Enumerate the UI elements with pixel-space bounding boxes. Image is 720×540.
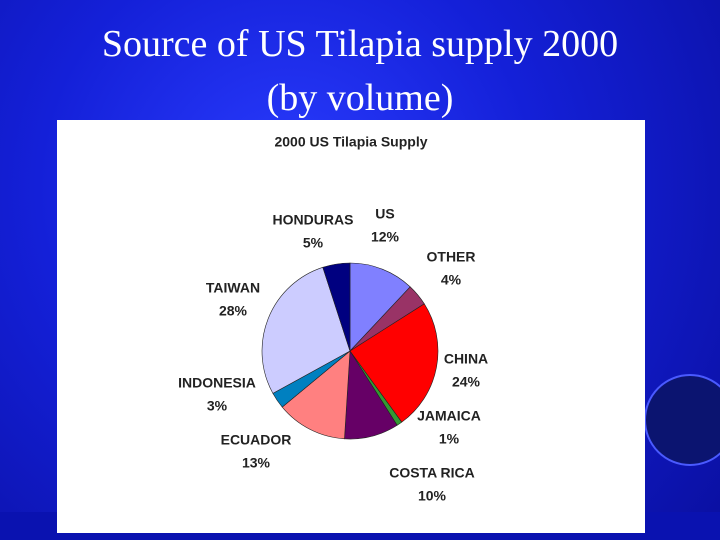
- slice-value-label: 10%: [418, 488, 447, 504]
- slice-value-label: 28%: [219, 303, 248, 319]
- slice-label: INDONESIA: [178, 375, 256, 391]
- pie-slice: [261, 266, 351, 394]
- slice-value-label: 5%: [303, 235, 324, 251]
- slice-label: ECUADOR: [221, 432, 292, 448]
- globe-decoration: [644, 374, 720, 466]
- slice-value-label: 1%: [439, 431, 460, 447]
- slice-label: TAIWAN: [206, 280, 260, 296]
- slice-value-label: 3%: [207, 398, 228, 414]
- pie-slice: [349, 262, 411, 352]
- slice-value-label: 4%: [441, 272, 462, 288]
- slice-label: HONDURAS: [273, 212, 354, 228]
- slice-label: CHINA: [444, 351, 488, 367]
- slice-label: OTHER: [427, 249, 476, 265]
- pie-slice: [322, 262, 351, 352]
- pie-slice: [349, 303, 439, 423]
- slide-title: (by volume): [266, 77, 454, 119]
- slide-title: Source of US Tilapia supply 2000: [101, 23, 619, 65]
- slice-label: JAMAICA: [417, 408, 481, 424]
- slice-value-label: 24%: [452, 374, 481, 390]
- pie-slice: [281, 350, 351, 440]
- slice-label: US: [375, 206, 394, 222]
- chart-title: 2000 US Tilapia Supply: [274, 134, 427, 150]
- slice-value-label: 13%: [242, 455, 271, 471]
- slice-label: COSTA RICA: [389, 465, 475, 481]
- slice-value-label: 12%: [371, 229, 400, 245]
